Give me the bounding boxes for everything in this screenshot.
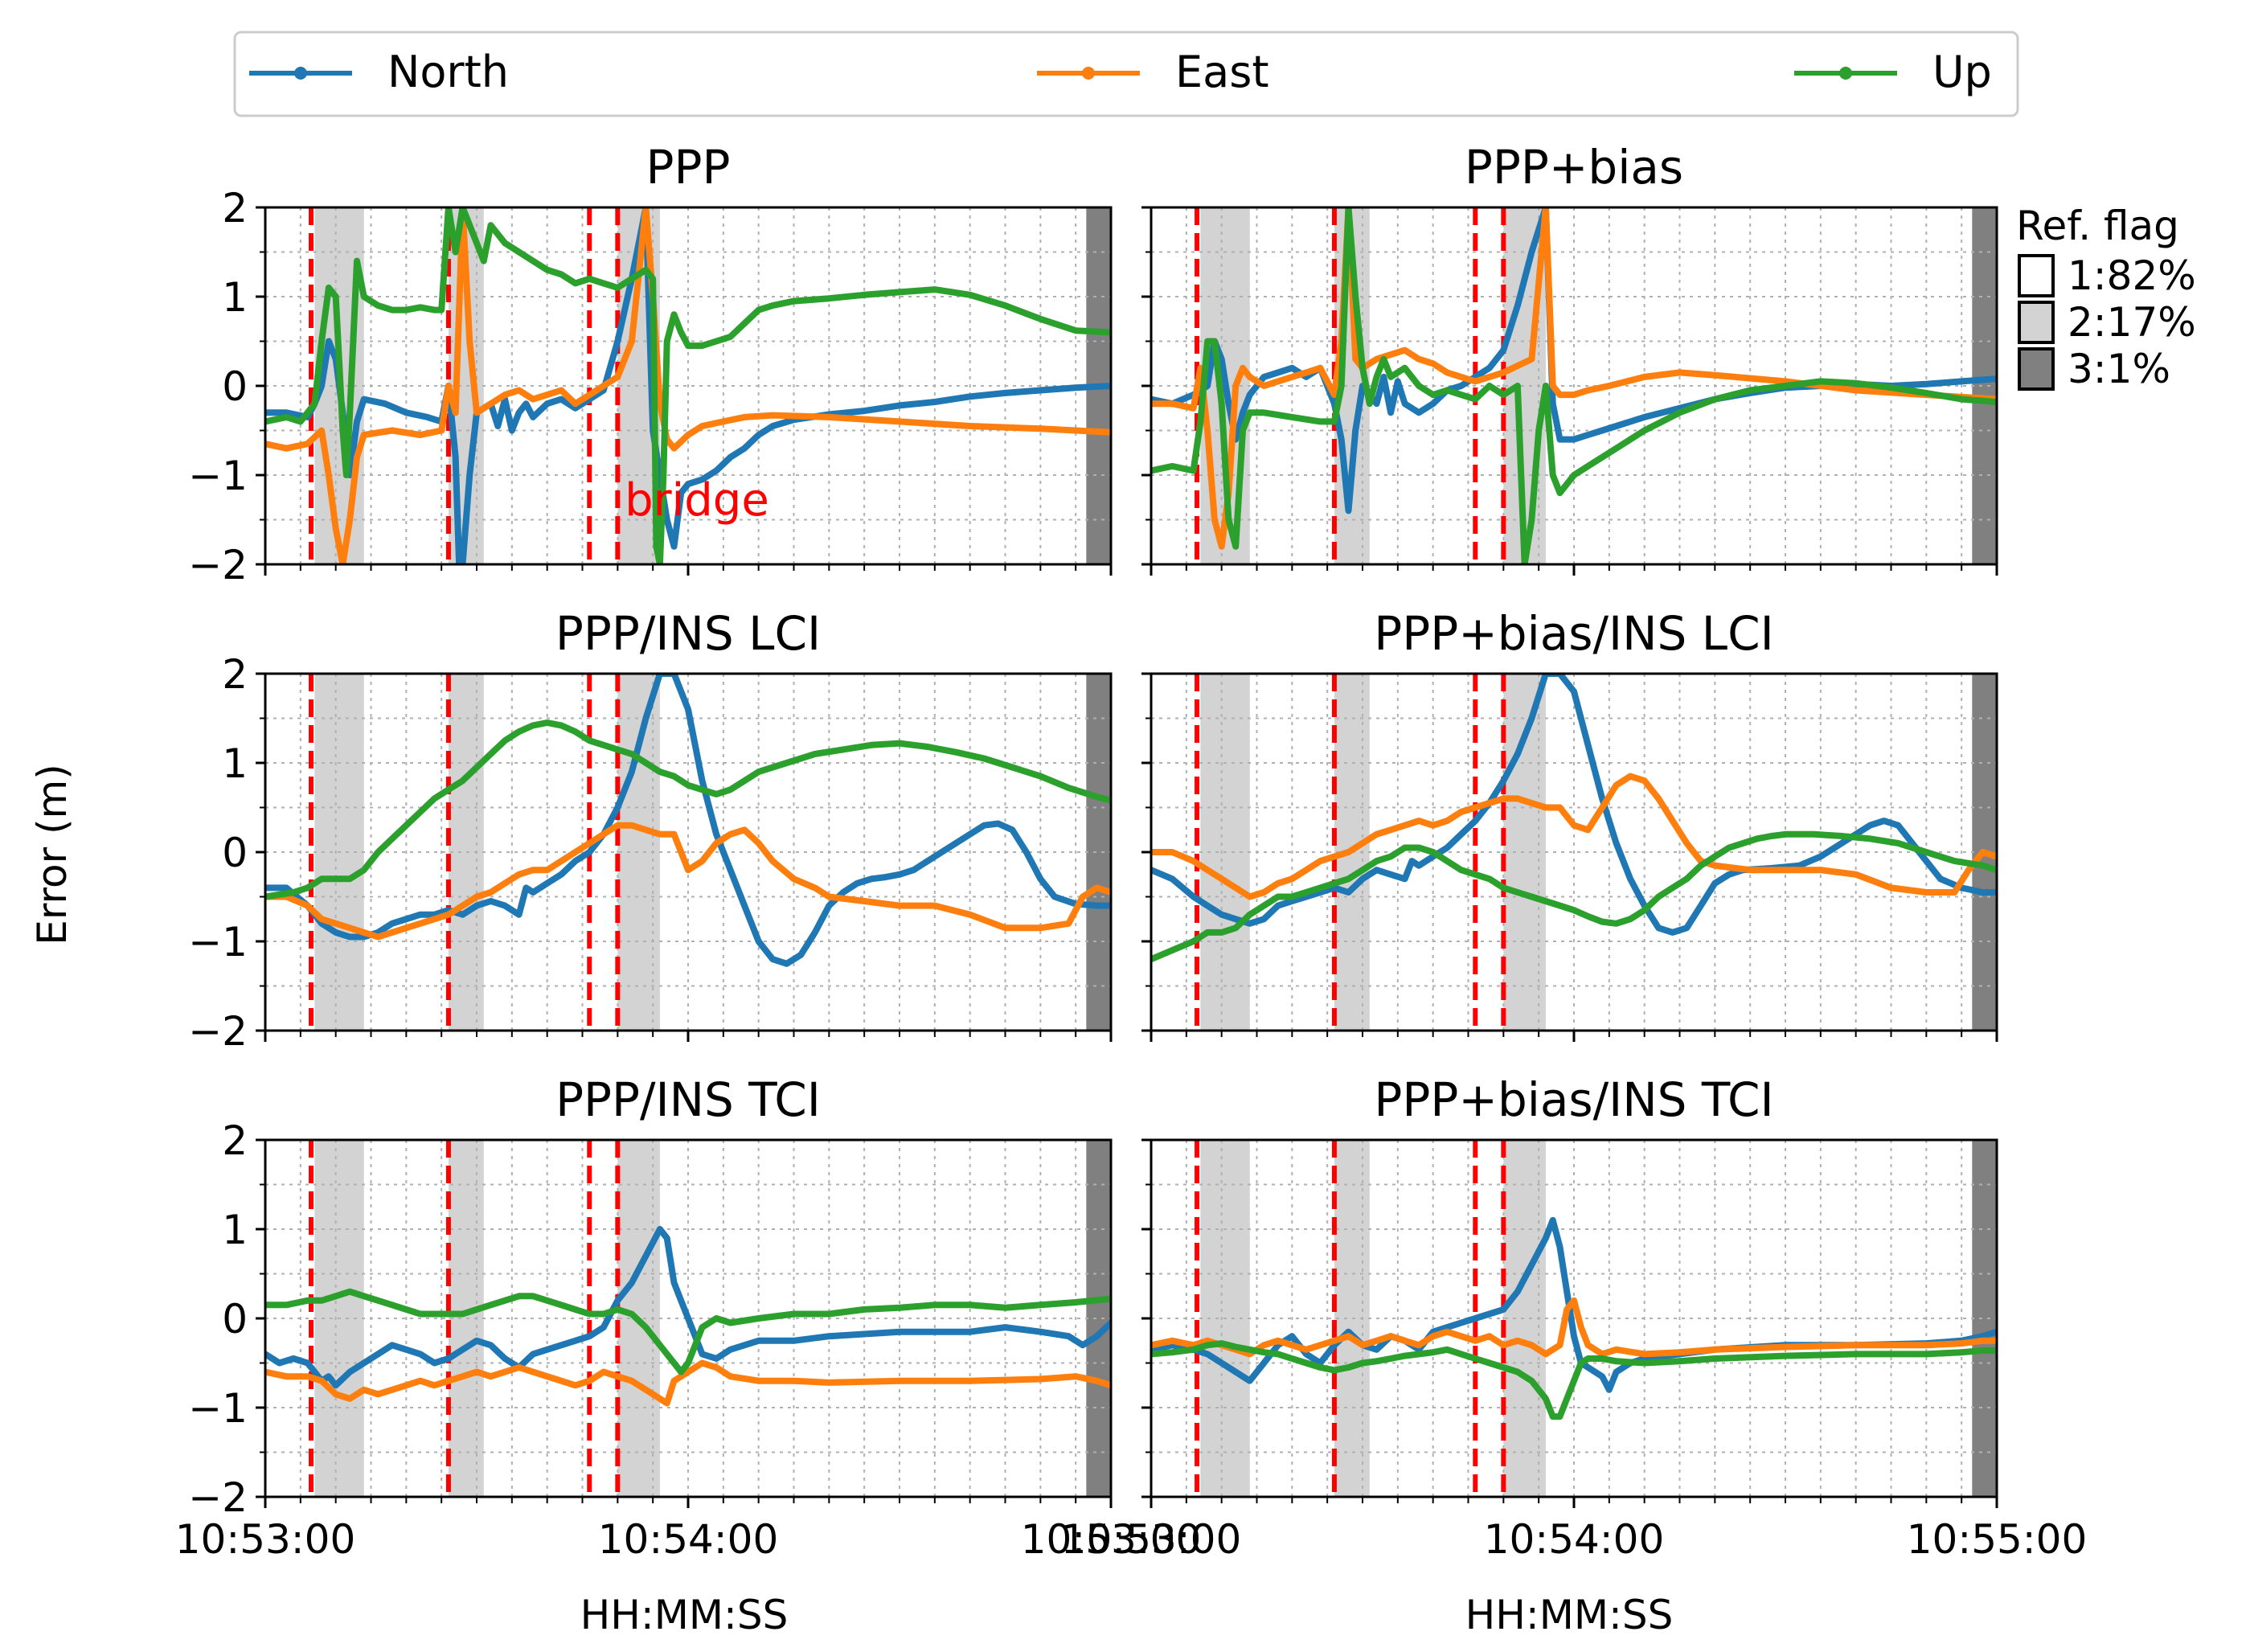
panel-4: −2 −1 0 1 2 10:53:00 10:54:00 10:53:00 PPP/INS T… [175,1072,1202,1563]
y-tick-label: 1 [222,740,248,787]
ref-span-1 [448,674,484,1031]
series-up-line [1151,1340,1997,1420]
y-axis-label: Error (m) [29,764,76,945]
series-up-line [1151,207,1997,564]
y-tick-label: −1 [188,453,248,499]
series-group [1151,674,1997,963]
y-tick-label: −1 [188,1385,248,1432]
series-up-line [1151,830,1997,963]
series-east-line [265,1359,1111,1407]
legend-label-east: East [1175,47,1269,97]
series-east-line [265,822,1111,941]
legend-entry-up: Up [1794,47,1992,97]
series-up-line [265,207,1111,564]
series-group [265,1226,1111,1407]
series-group [265,674,1111,967]
ref-flag-swatch-1 [2018,254,2055,297]
ref-flag-label-1: 1:82% [2068,252,2196,299]
panel-0: −2 −1 0 1 2 PPP bridge [188,140,1113,588]
y-tick-label: 2 [222,1117,248,1164]
series-east-line [265,207,1111,564]
legend: North East Up [233,31,2019,117]
panel-title: PPP [646,140,731,195]
ref-flag-label-3: 3:1% [2068,346,2170,392]
x-tick-label: 10:53:00 [1021,1516,1202,1563]
legend-entry-north: North [249,47,509,97]
ref-span-1 [1334,1140,1370,1497]
series-east-line [1151,207,1997,550]
panel-2: −2 −1 0 1 2 PPP/INS LCI [188,606,1113,1055]
series-north-line [265,674,1111,967]
ref-span-3 [1086,674,1111,1031]
y-tick-label: 2 [222,651,248,698]
y-tick-label: 0 [222,363,248,410]
series-up-line [265,1288,1111,1375]
panel-title: PPP+bias [1465,140,1683,195]
bridge-annotation: bridge [625,474,769,527]
series-group [265,207,1111,564]
ref-span-1 [448,1140,484,1497]
x-tick-label: 10:54:00 [1484,1516,1665,1563]
x-tick-label: 10:53:00 [175,1516,356,1563]
panel-1: PPP+bias [1141,140,1998,576]
panel-title: PPP/INS TCI [555,1072,821,1127]
x-tick-label: 10:55:00 [1907,1516,2088,1563]
y-tick-label: 0 [222,1296,248,1343]
ref-span-3 [1086,1140,1111,1497]
y-tick-label: 1 [222,1207,248,1253]
y-tick-label: 0 [222,830,248,876]
series-east-line [1151,773,1997,900]
series-north-line [265,1226,1111,1389]
series-group [1151,1216,1997,1420]
ref-flag-legend: Ref. flag 1:82% 2:17% 3:1% [2016,203,2196,392]
series-up-line [265,719,1111,900]
x-axis-label-right: HH:MM:SS [1465,1592,1674,1638]
panel-title: PPP+bias/INS TCI [1374,1072,1773,1127]
y-tick-label: −2 [188,1474,248,1521]
panel-title: PPP/INS LCI [555,606,821,661]
ref-flag-label-2: 2:17% [2068,299,2196,346]
legend-entry-east: East [1037,47,1269,97]
ref-flag-swatch-3 [2018,347,2055,391]
panels: −2 −1 0 1 2 PPP bridge PPP+bias −2 −1 0 1 2 PPP/INS L… [175,140,2088,1563]
x-tick-label: 10:54:00 [598,1516,779,1563]
y-tick-label: −2 [188,542,248,588]
panel-title: PPP+bias/INS LCI [1374,606,1773,661]
y-tick-label: 2 [222,185,248,232]
panel-5: 10:53:00 10:54:00 10:55:00 PPP+bias/INS TCI [1061,1072,2088,1563]
panel-3: PPP+bias/INS LCI [1141,606,1998,1042]
ref-flag-title: Ref. flag [2016,203,2179,249]
series-east-line [1151,1297,1997,1358]
y-tick-label: 1 [222,274,248,321]
y-tick-label: −1 [188,919,248,965]
x-tick-label: 10:53:00 [1061,1516,1242,1563]
legend-label-north: North [387,47,509,97]
ref-span-3 [1972,207,1997,564]
y-tick-label: −2 [188,1008,248,1055]
series-north-line [265,207,1111,564]
ref-flag-swatch-2 [2018,301,2055,344]
ref-span-3 [1972,1140,1997,1497]
legend-label-up: Up [1932,47,1992,97]
series-group [1151,207,1997,564]
x-axis-label-left: HH:MM:SS [580,1592,789,1638]
